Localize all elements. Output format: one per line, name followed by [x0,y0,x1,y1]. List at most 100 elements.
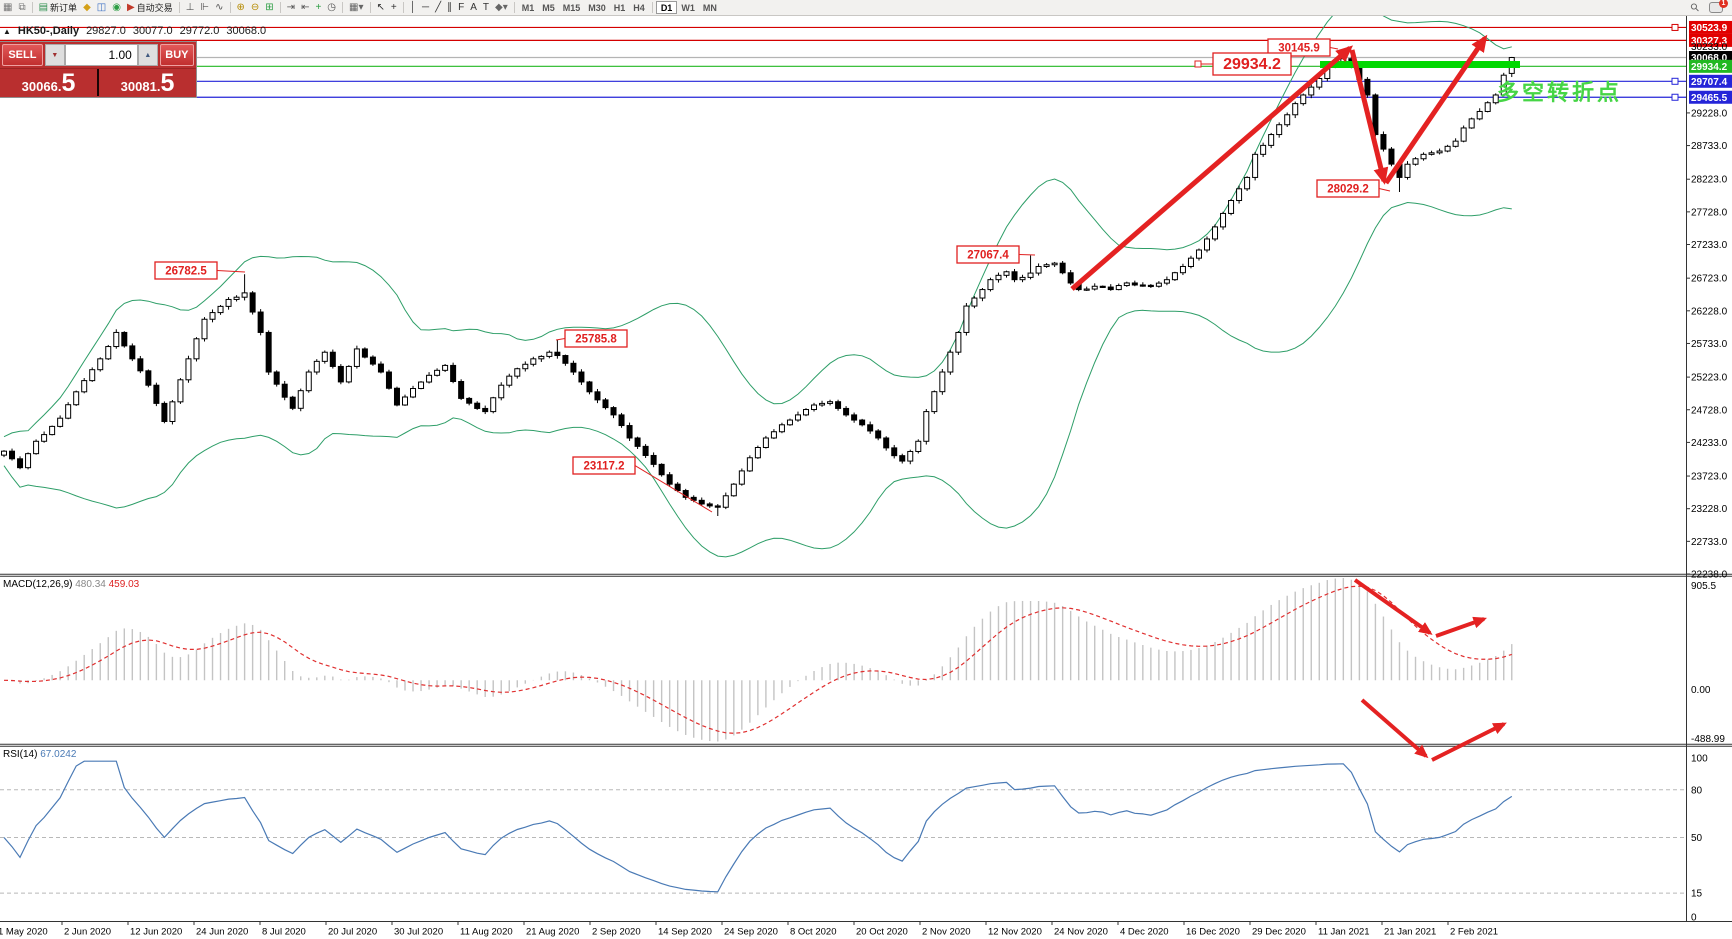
trend-arrows [1070,34,1507,762]
text-icon[interactable]: A [467,1,480,14]
svg-text:21 Jan 2021: 21 Jan 2021 [1384,927,1436,938]
templates-icon[interactable]: ▦▾ [346,1,366,14]
buy-price-dot: . [156,79,161,94]
chart-shift-icon[interactable]: ⇥ [284,1,298,14]
webtrade-icon[interactable]: ◉ [109,1,124,14]
sell-button[interactable]: SELL [2,44,43,66]
timeframe-mn[interactable]: MN [702,2,717,13]
gold-icon[interactable]: ◆ [80,1,94,14]
shapes-icon[interactable]: ◆▾ [492,1,511,14]
volume-decrease-button[interactable]: ▼ [44,44,65,66]
timeframe-h4[interactable]: H4 [633,2,645,13]
new-order-button[interactable]: ▤ 新订单 [36,1,80,14]
toolbar-separator [513,2,515,13]
timeframe-m5[interactable]: M5 [542,2,555,13]
collapse-triangle-icon[interactable]: ▲ [3,26,11,36]
timeframe-m15[interactable]: M15 [562,2,581,13]
svg-text:905.5: 905.5 [1691,581,1716,592]
autotrade-button[interactable]: ▶ 自动交易 [124,1,176,14]
search-icon[interactable]: ⚲ [1688,0,1703,15]
svg-text:8 Oct 2020: 8 Oct 2020 [790,927,836,938]
svg-text:4 Dec 2020: 4 Dec 2020 [1120,927,1169,938]
svg-text:14 Sep 2020: 14 Sep 2020 [658,927,712,938]
zoom-out-icon[interactable]: ⊖ [248,1,262,14]
toolbar-separator [651,2,653,13]
hline-icon[interactable]: ─ [419,1,432,14]
crosshair-icon: + [390,1,397,13]
sell-price-frac: 5 [61,69,76,97]
channel-icon[interactable]: ∥ [444,1,455,14]
shapes-icon: ◆▾ [495,1,508,13]
timeframe-h1[interactable]: H1 [613,2,626,13]
chart-line-icon: ∿ [215,1,224,13]
svg-text:23723.0: 23723.0 [1691,472,1728,483]
line-handle [1671,23,1679,31]
vline-icon[interactable]: │ [407,1,419,14]
trendline-icon: ╱ [435,1,442,13]
fibo-icon[interactable]: F [455,1,467,14]
templates-icon: ▦▾ [349,1,364,13]
svg-text:29465.5: 29465.5 [1691,93,1728,104]
svg-text:24233.0: 24233.0 [1691,438,1728,449]
svg-text:80: 80 [1691,785,1703,796]
svg-text:29934.2: 29934.2 [1691,62,1728,73]
sell-price[interactable]: 30066. 5 [0,69,97,96]
timeframe-m1[interactable]: M1 [521,2,535,13]
svg-text:0: 0 [1691,913,1697,924]
toolbar-left-items: ▦ ⧉ ▤ 新订单 ◆ ◫ ◉ ▶ 自动交易 ⊥ ⊩ ∿ ⊕ ⊖ ⊞ ⇥ ⇤ + ◷ ▦▾ ↖ + │ ─ ╱ ∥ F A T ◆▾ [0,1,518,14]
one-click-trading-panel: SELL ▼ ▲ BUY 30066.5 30081.5 [0,41,197,98]
svg-text:24 Jun 2020: 24 Jun 2020 [196,927,248,938]
svg-text:12 Jun 2020: 12 Jun 2020 [130,927,182,938]
cursor-icon[interactable]: ↖ [374,1,388,14]
toolbar-separator [178,2,180,13]
volume-input[interactable] [64,44,138,66]
auto-scroll-icon[interactable]: ⇤ [298,1,312,14]
macd-panel [3,578,1513,742]
label-icon[interactable]: T [480,1,492,14]
svg-text:29707.4: 29707.4 [1691,77,1728,88]
mql-icon[interactable]: ◫ [94,1,109,14]
new-window-icon: ▦ [3,1,13,13]
trendline-icon[interactable]: ╱ [432,1,444,14]
sell-price-whole: 30066 [21,79,58,94]
tile-windows-icon[interactable]: ⊞ [262,1,276,14]
svg-text:30327.3: 30327.3 [1691,36,1728,47]
svg-text:30145.9: 30145.9 [1278,43,1320,55]
notifications-icon[interactable]: 1 [1706,0,1728,14]
new-window-icon[interactable]: ▦ [0,1,15,14]
buy-price[interactable]: 30081. 5 [99,69,196,96]
svg-text:26782.5: 26782.5 [165,266,207,278]
svg-text:28029.2: 28029.2 [1327,184,1369,196]
svg-text:20 Jul 2020: 20 Jul 2020 [328,927,377,938]
volume-increase-button[interactable]: ▲ [137,44,158,66]
svg-text:30 Jul 2020: 30 Jul 2020 [394,927,443,938]
profiles-icon[interactable]: ⧉ [15,1,28,14]
chart-candles-icon[interactable]: ⊩ [197,1,212,14]
svg-text:12 Nov 2020: 12 Nov 2020 [988,927,1042,938]
svg-text:27067.4: 27067.4 [967,250,1009,262]
timeframe-d1[interactable]: D1 [655,1,678,14]
chart-line-icon[interactable]: ∿ [212,1,226,14]
svg-text:29228.0: 29228.0 [1691,108,1728,119]
chart-bars-icon[interactable]: ⊥ [183,1,198,14]
timeframe-w1[interactable]: W1 [681,2,695,13]
period-clock-icon[interactable]: ◷ [324,1,339,14]
rsi-label: RSI(14) 67.0242 [3,749,77,760]
chart-bars-icon: ⊥ [185,1,195,13]
svg-text:11 Jan 2021: 11 Jan 2021 [1318,927,1370,938]
svg-text:24 Sep 2020: 24 Sep 2020 [724,927,778,938]
toolbar-separator [342,2,344,13]
timeframe-m30[interactable]: M30 [588,2,606,13]
zoom-in-icon[interactable]: ⊕ [234,1,248,14]
buy-button[interactable]: BUY [159,44,194,66]
auto-scroll-icon: ⇤ [301,1,310,13]
svg-text:28733.0: 28733.0 [1691,141,1728,152]
crosshair-icon[interactable]: + [388,1,400,14]
add-indicator-icon: + [315,1,322,13]
mql-icon: ◫ [96,1,107,13]
toolbar-separator [369,2,371,13]
add-indicator-icon[interactable]: + [312,1,324,14]
chart-title: ▲ HK50-,Daily 29827.0 30077.0 29772.0 30… [3,25,266,37]
svg-text:100: 100 [1691,754,1708,765]
